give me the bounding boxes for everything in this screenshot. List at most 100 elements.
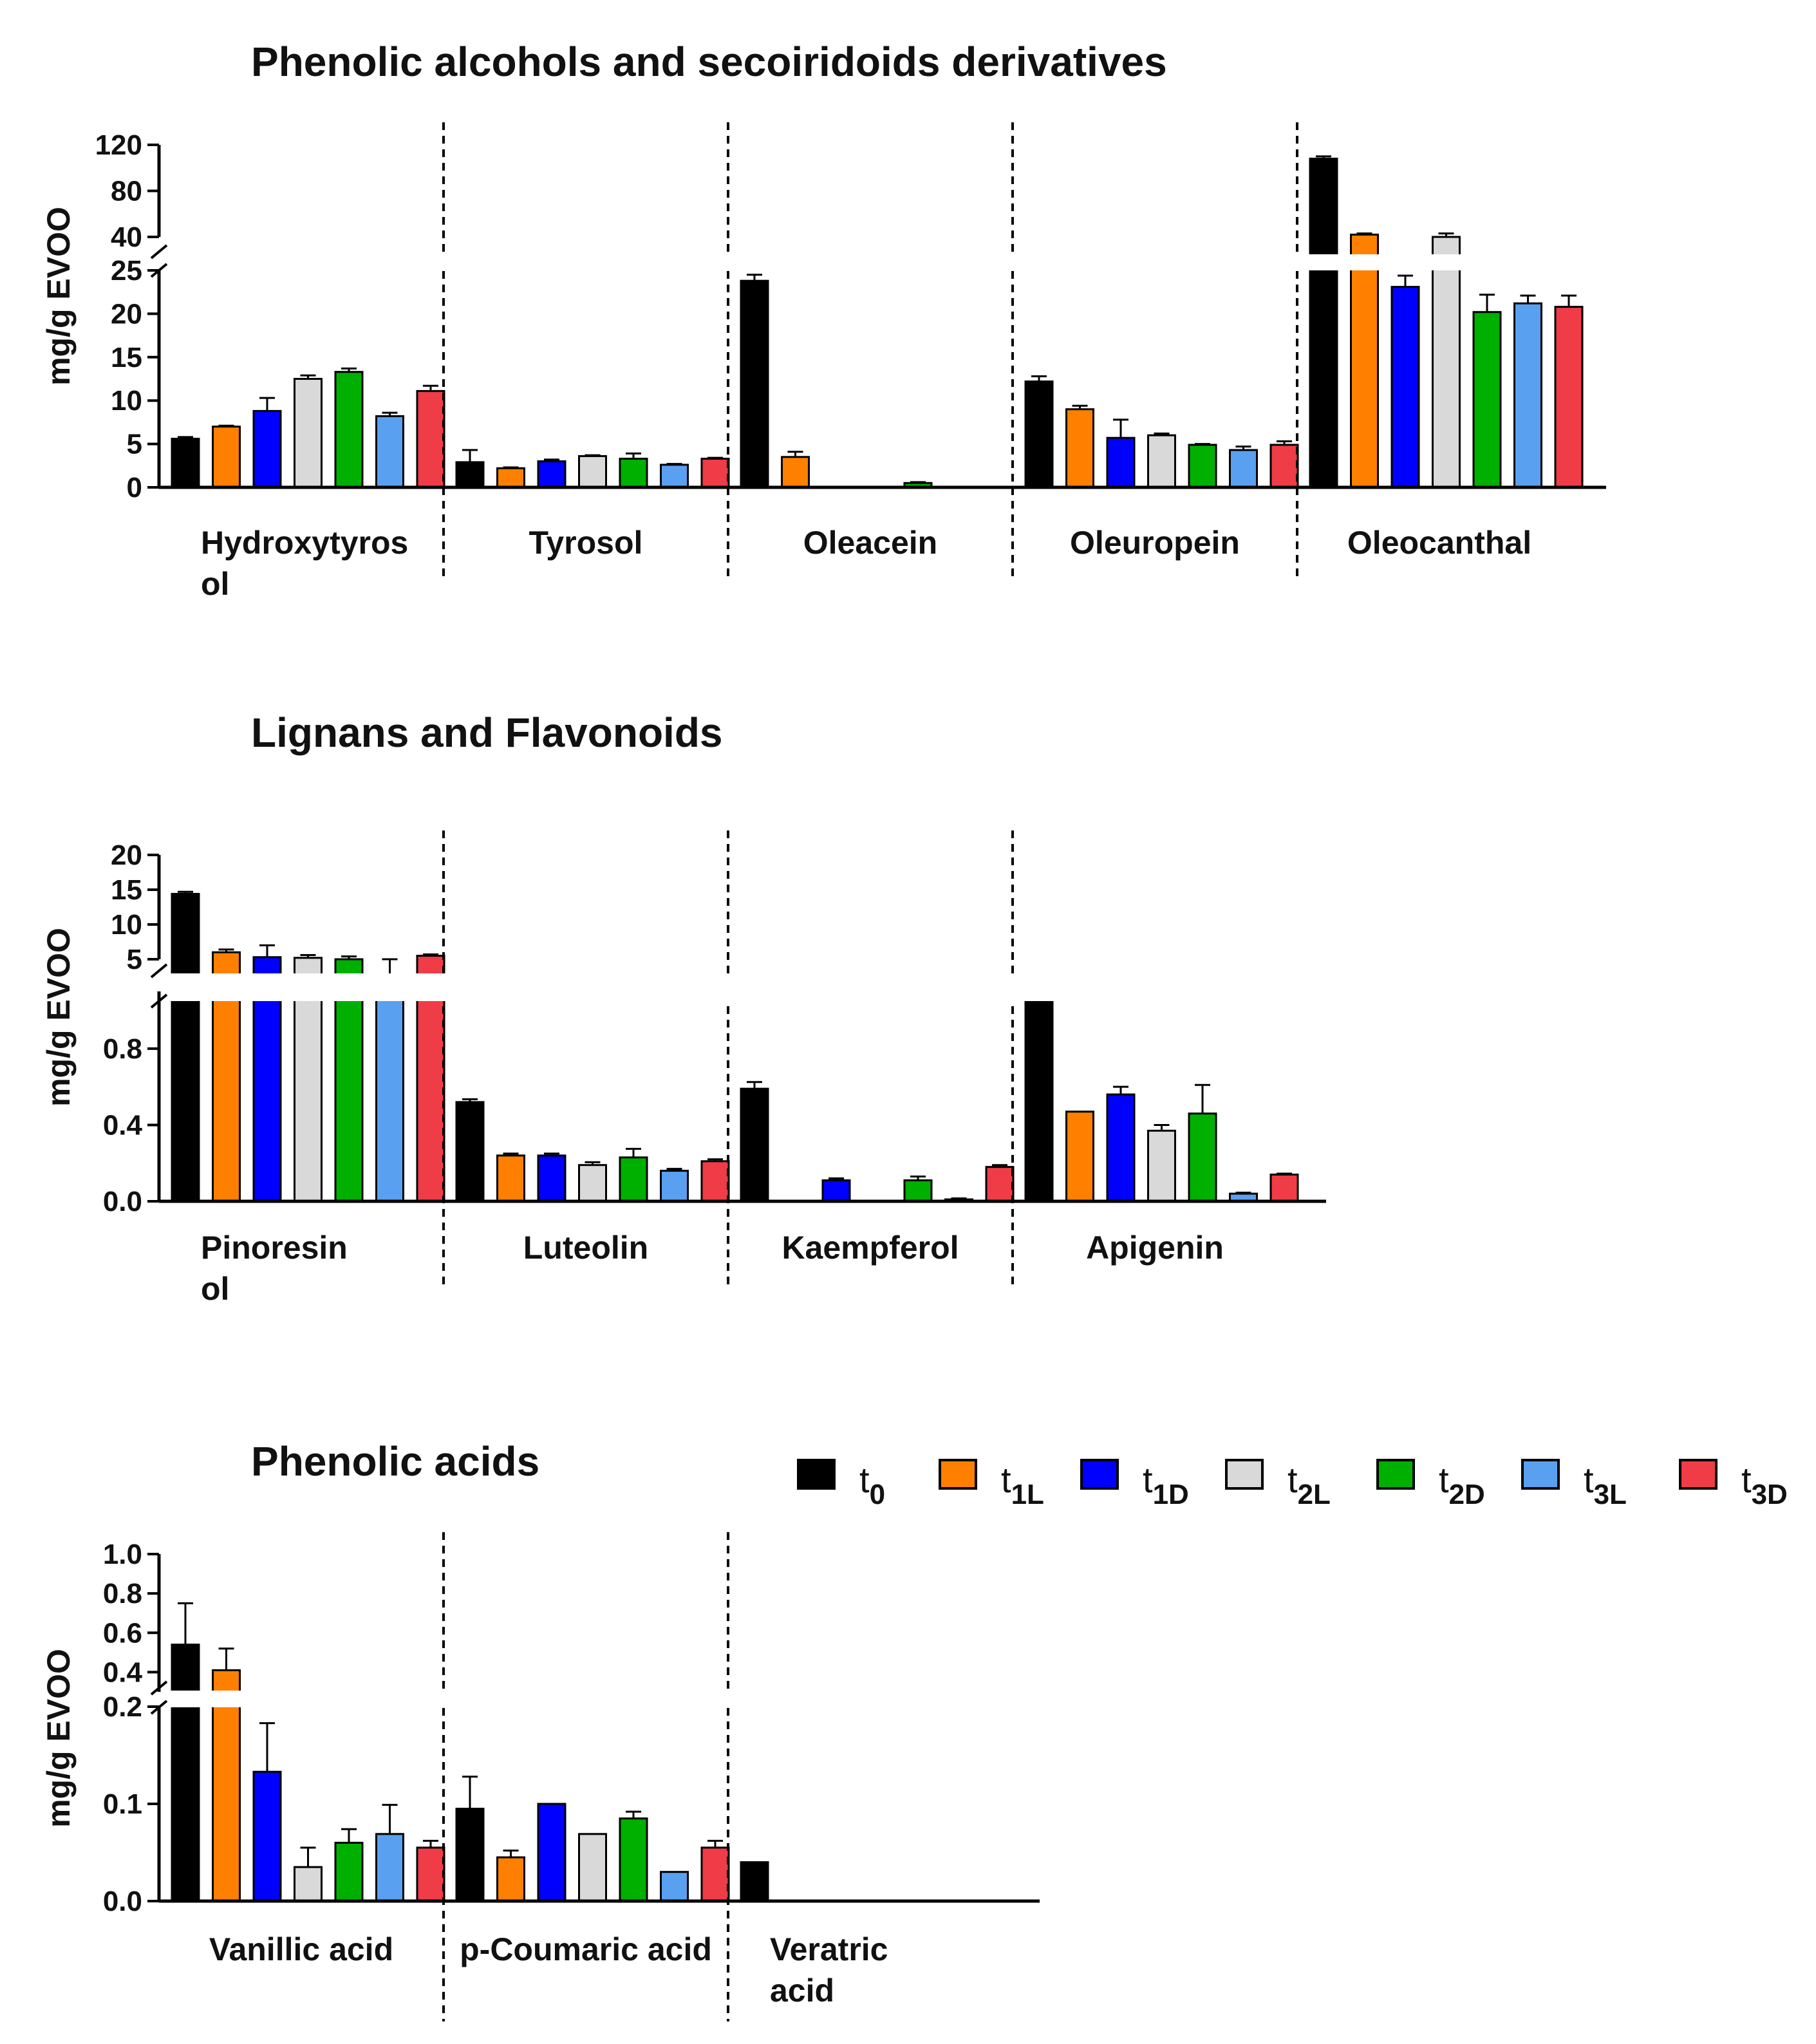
y-tick-label: 0 [127,472,142,503]
y-tick-label: 80 [111,176,142,207]
y-axis-label: mg/g EVOO [41,207,77,386]
category-label: Oleacein [803,525,937,561]
bar [416,389,445,489]
legend-label-base: t [859,1459,870,1500]
bar [740,1861,769,1902]
category-label: p-Coumaric acid [460,1931,712,1967]
y-tick-label: 0.0 [103,1886,142,1917]
legend-swatch [1376,1459,1415,1490]
bar [1147,1129,1176,1203]
legend-label: t1D [1143,1459,1189,1510]
category-label: Apigenin [1086,1230,1224,1266]
bar [294,1866,323,1902]
y-tick-label: 15 [111,874,142,906]
bar [1350,233,1379,489]
bar [821,1179,851,1203]
y-tick-label: 10 [111,385,142,417]
bar [619,1156,648,1203]
legend-item: t3D [1679,1459,1788,1510]
bar [537,1154,566,1203]
legend-label-subscript: 0 [870,1479,885,1510]
axis-break-mark [150,963,168,979]
y-tick-label: 5 [127,944,142,975]
bar [537,460,566,489]
bar [1065,408,1094,489]
chart-title: Lignans and Flavonoids [251,709,723,756]
category-label: Vanillic acid [209,1931,393,1967]
panel-lignans-flavonoids: Lignans and Flavonoids mg/g EVOO Pinores… [41,709,1327,1307]
legend-swatch [797,1459,836,1490]
bar [294,378,323,489]
legend-item: t2D [1376,1459,1485,1510]
bar [416,1846,445,1902]
axis-break-gap [160,973,1327,1001]
category-label-line: Pinoresin [201,1230,348,1266]
bar [496,467,525,489]
bar [660,1170,689,1203]
y-tick-label: 0.1 [103,1788,142,1820]
bar [1106,1093,1136,1203]
y-tick-label: 40 [111,221,142,253]
bar [1065,1111,1094,1203]
bar [171,438,200,489]
bar [171,892,200,1203]
panel-phenolic-alcohols: Phenolic alcohols and secoiridoids deriv… [41,39,1607,602]
y-tick-label: 1.0 [103,1539,142,1570]
bar [1472,311,1502,489]
bar [1269,444,1299,489]
bar [1554,306,1584,489]
bar [375,1833,404,1902]
y-tick-label: 25 [111,255,142,286]
legend-label: t1L [1001,1459,1044,1510]
legend-label-base: t [1143,1459,1153,1500]
category-label: Pinoresin ol [201,1230,348,1307]
bar [455,1101,485,1203]
bar [700,1846,730,1902]
bar [252,409,282,489]
bar [781,456,810,489]
bar [455,1808,485,1902]
y-tick-label: 0.6 [103,1617,142,1649]
legend-item: t2L [1225,1459,1331,1510]
category-label: Veratric acid [770,1931,888,2009]
legend-swatch [1225,1459,1264,1490]
bar [740,279,769,489]
y-tick-label: 10 [111,909,142,941]
bar [496,1154,525,1203]
bar [660,464,689,489]
bar [1229,449,1258,489]
category-label-line: ol [201,566,229,602]
bar [212,426,241,489]
category-label-line: Hydroxytyros [201,525,408,561]
panel-phenolic-acids: Phenolic acids mg/g EVOO Vanillic acid p-… [41,1438,1041,2021]
legend-label-base: t [1741,1459,1752,1500]
bar [700,458,730,489]
chart-title: Phenolic acids [251,1438,539,1485]
legend-label-subscript: 2L [1298,1479,1331,1510]
category-label: Oleocanthal [1347,525,1531,561]
bar [1188,1112,1217,1203]
category-label: Oleuropein [1070,525,1240,561]
y-axis-label: mg/g EVOO [41,928,77,1107]
legend-item: t3L [1521,1459,1627,1510]
bar [1269,1174,1299,1203]
bar [1147,434,1176,489]
category-label: Luteolin [523,1230,648,1266]
bar [252,1770,282,1902]
bar [1513,302,1542,489]
legend-item: t1L [939,1459,1044,1510]
bar [375,990,404,1203]
bar [985,1166,1015,1203]
category-label: Tyrosol [529,525,643,561]
legend-label-subscript: 3D [1752,1479,1788,1510]
bar [1188,444,1217,489]
category-label-line: Veratric [770,1931,888,1967]
legend-label: t2L [1287,1459,1331,1510]
y-tick-label: 0.4 [103,1656,143,1688]
y-tick-label: 15 [111,342,142,373]
y-tick-label: 0.8 [103,1578,142,1609]
legend-item: t0 [797,1459,885,1510]
bar [496,1856,525,1902]
legend-label-base: t [1001,1459,1011,1500]
